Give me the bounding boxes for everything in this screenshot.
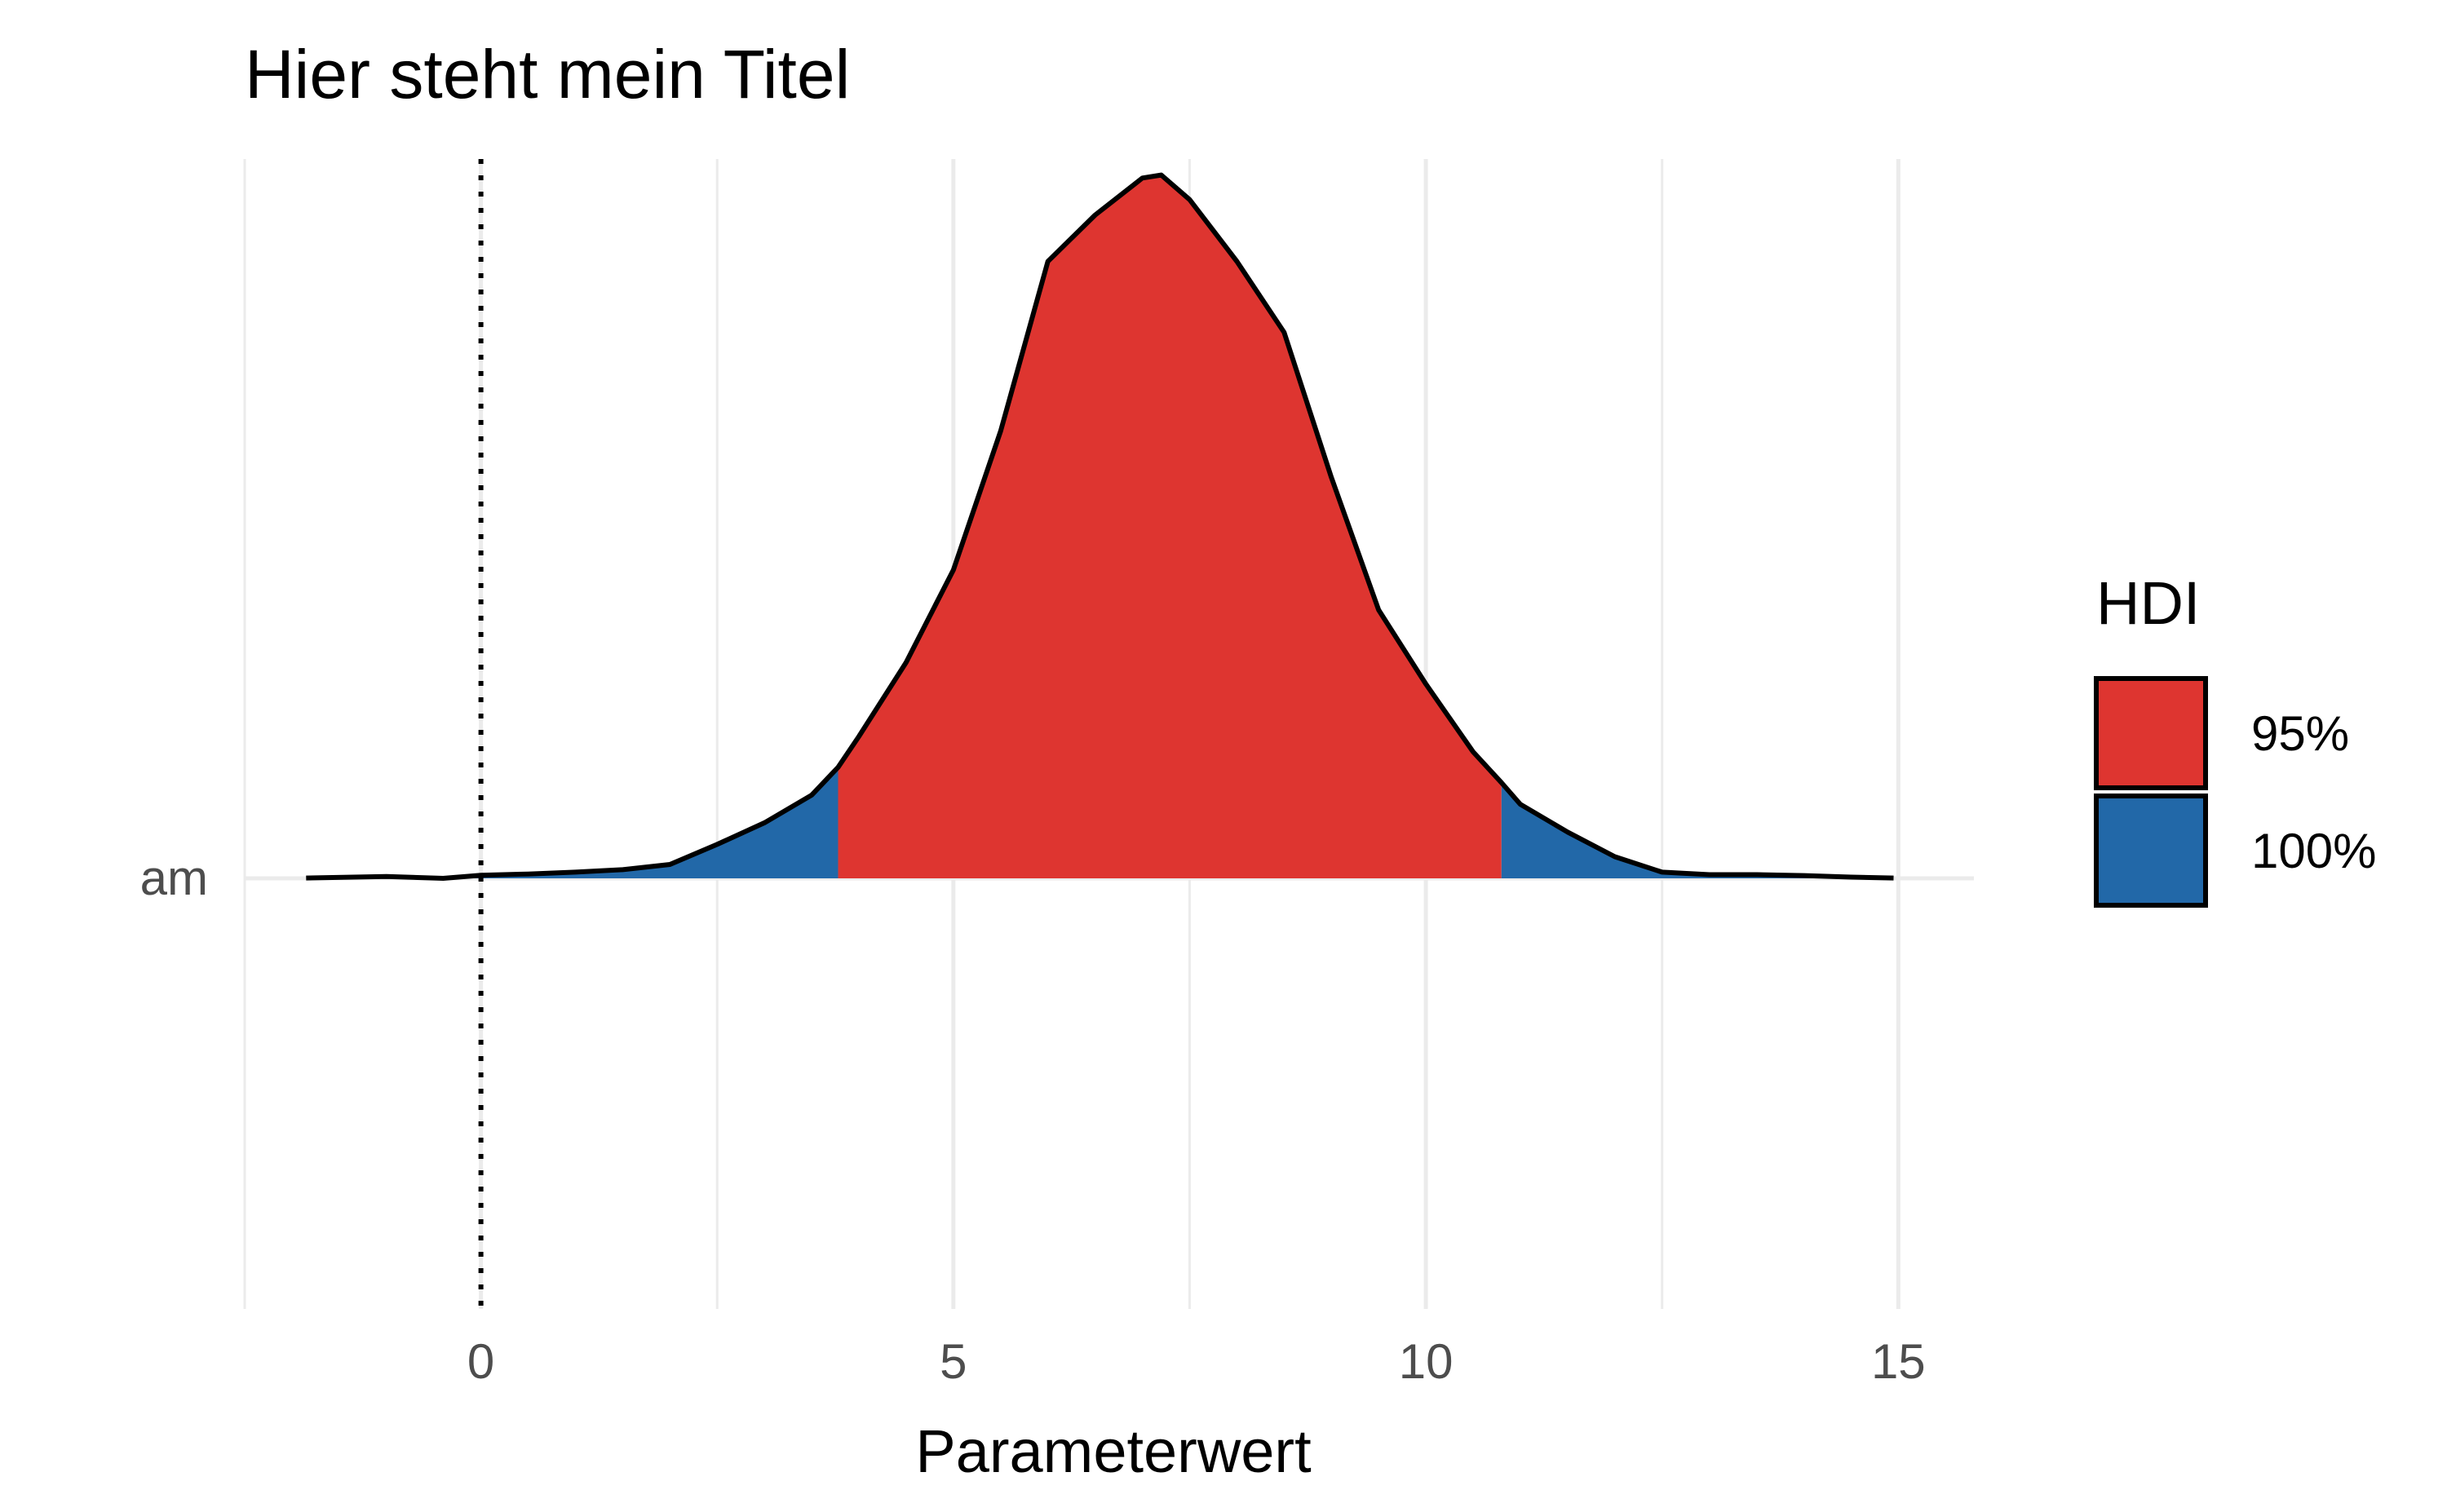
- x-axis-title: Parameterwert: [915, 1417, 1312, 1485]
- x-tick-label: 10: [1399, 1334, 1454, 1389]
- density-area: [306, 172, 1894, 881]
- density-tail-left: [306, 767, 839, 878]
- legend-label-100: 100%: [2251, 824, 2376, 878]
- density-hdi-95: [838, 175, 1502, 879]
- x-tick-label: 0: [467, 1334, 494, 1389]
- legend-key-100: [2094, 794, 2208, 908]
- legend-label-95: 95%: [2251, 706, 2349, 761]
- density-tail-right: [1501, 782, 1894, 878]
- x-tick-label: 5: [940, 1334, 967, 1389]
- x-tick-label: 15: [1871, 1334, 1926, 1389]
- legend-key-95: [2094, 676, 2208, 790]
- legend-title: HDI: [2096, 569, 2200, 637]
- legend: HDI 95% 100%: [2094, 569, 2376, 908]
- y-tick-label: am: [140, 851, 208, 905]
- axes: 0 5 10 15 am: [140, 851, 1926, 1389]
- chart-title: Hier steht mein Titel: [245, 36, 850, 113]
- density-outline: [306, 172, 1894, 881]
